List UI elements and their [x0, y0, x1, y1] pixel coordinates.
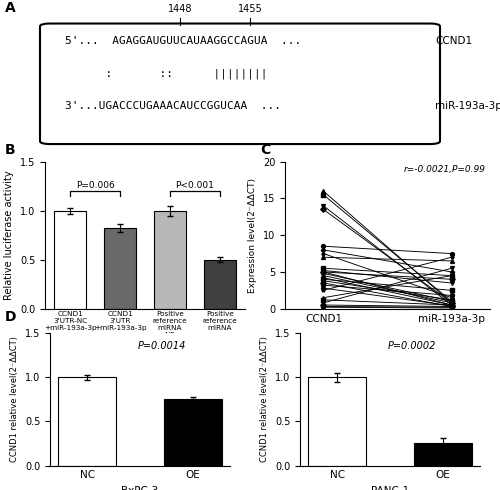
- Text: A: A: [5, 1, 16, 16]
- Text: B: B: [5, 144, 15, 157]
- Text: P=0.006: P=0.006: [76, 181, 114, 190]
- Bar: [414, 443, 472, 465]
- FancyBboxPatch shape: [40, 24, 440, 144]
- Text: P=0.0014: P=0.0014: [138, 341, 186, 351]
- Text: C: C: [260, 144, 270, 157]
- Text: CCND1: CCND1: [435, 36, 472, 46]
- Y-axis label: CCND1 relative level(2⁻ΔΔCT): CCND1 relative level(2⁻ΔΔCT): [260, 337, 270, 462]
- Bar: [54, 211, 86, 309]
- Bar: [308, 377, 366, 466]
- Text: 1455: 1455: [238, 4, 262, 14]
- Bar: [204, 260, 236, 309]
- Text: 3'...UGACCCUGAAACAUCCGGUCAA  ...: 3'...UGACCCUGAAACAUCCGGUCAA ...: [65, 101, 281, 111]
- Text: r=-0.0021,P=0.99: r=-0.0021,P=0.99: [404, 165, 486, 173]
- Text: 5'...  AGAGGAUGUUCAUAAGGCCAGUA  ...: 5'... AGAGGAUGUUCAUAAGGCCAGUA ...: [65, 36, 301, 46]
- Bar: [104, 228, 136, 309]
- Text: 1448: 1448: [168, 4, 192, 14]
- Text: D: D: [5, 310, 16, 324]
- Y-axis label: Relative luciferase activity: Relative luciferase activity: [4, 171, 15, 300]
- Bar: [154, 211, 186, 309]
- Text: :       ::      ||||||||: : :: ||||||||: [65, 68, 268, 79]
- Y-axis label: CCND1 relative level(2⁻ΔΔCT): CCND1 relative level(2⁻ΔΔCT): [10, 337, 20, 462]
- Text: P<0.001: P<0.001: [176, 181, 214, 190]
- Text: miR-193a-3p: miR-193a-3p: [435, 101, 500, 111]
- Y-axis label: Expression level(2⁻ΔΔCT): Expression level(2⁻ΔΔCT): [248, 178, 258, 293]
- X-axis label: PANC-1: PANC-1: [371, 486, 409, 490]
- X-axis label: BxPC-3: BxPC-3: [122, 486, 158, 490]
- Bar: [164, 399, 222, 466]
- Bar: [58, 377, 116, 466]
- Text: P=0.0002: P=0.0002: [388, 341, 436, 351]
